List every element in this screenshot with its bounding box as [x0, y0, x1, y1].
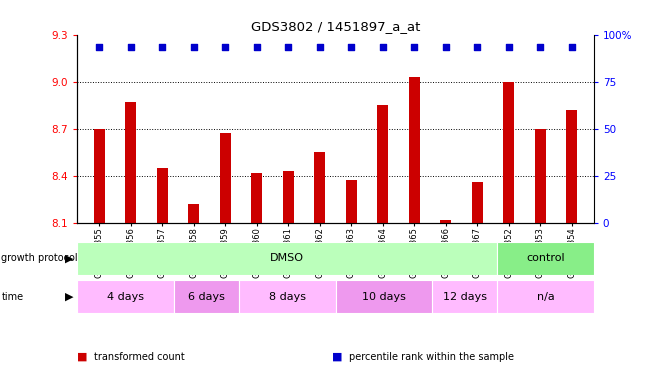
Bar [157, 168, 168, 223]
Bar [566, 110, 577, 223]
Point [220, 44, 231, 50]
Bar [189, 204, 199, 223]
Point [566, 44, 577, 50]
Bar [535, 129, 546, 223]
Bar [125, 102, 136, 223]
Text: DMSO: DMSO [270, 253, 304, 263]
Text: transformed count: transformed count [94, 352, 185, 362]
Point [409, 44, 419, 50]
Bar [503, 82, 514, 223]
Point [283, 44, 294, 50]
Point [377, 44, 388, 50]
Text: control: control [526, 253, 565, 263]
Bar [336, 280, 432, 313]
Point [472, 44, 482, 50]
Point [94, 44, 105, 50]
Bar [282, 171, 294, 223]
Text: ▶: ▶ [65, 291, 74, 302]
Text: ■: ■ [332, 352, 343, 362]
Point [252, 44, 262, 50]
Text: 12 days: 12 days [443, 291, 486, 302]
Point [189, 44, 199, 50]
Bar [219, 133, 231, 223]
Point [535, 44, 546, 50]
Bar [497, 242, 594, 275]
Point [440, 44, 451, 50]
Text: ■: ■ [77, 352, 88, 362]
Bar [409, 77, 420, 223]
Point [157, 44, 168, 50]
Bar [440, 220, 452, 223]
Bar [314, 152, 325, 223]
Point [503, 44, 514, 50]
Bar [432, 280, 497, 313]
Text: percentile rank within the sample: percentile rank within the sample [349, 352, 514, 362]
Text: 8 days: 8 days [268, 291, 305, 302]
Text: time: time [1, 291, 23, 302]
Bar [497, 280, 594, 313]
Text: 10 days: 10 days [362, 291, 406, 302]
Point [315, 44, 325, 50]
Bar [94, 129, 105, 223]
Bar [251, 172, 262, 223]
Text: growth protocol: growth protocol [1, 253, 78, 263]
Bar [77, 242, 497, 275]
Bar [346, 180, 357, 223]
Text: n/a: n/a [537, 291, 554, 302]
Bar [472, 182, 482, 223]
Title: GDS3802 / 1451897_a_at: GDS3802 / 1451897_a_at [251, 20, 420, 33]
Bar [377, 105, 389, 223]
Text: ▶: ▶ [65, 253, 74, 263]
Bar [77, 280, 174, 313]
Point [346, 44, 356, 50]
Text: 6 days: 6 days [188, 291, 225, 302]
Bar [174, 280, 239, 313]
Point [125, 44, 136, 50]
Bar [239, 280, 336, 313]
Text: 4 days: 4 days [107, 291, 144, 302]
